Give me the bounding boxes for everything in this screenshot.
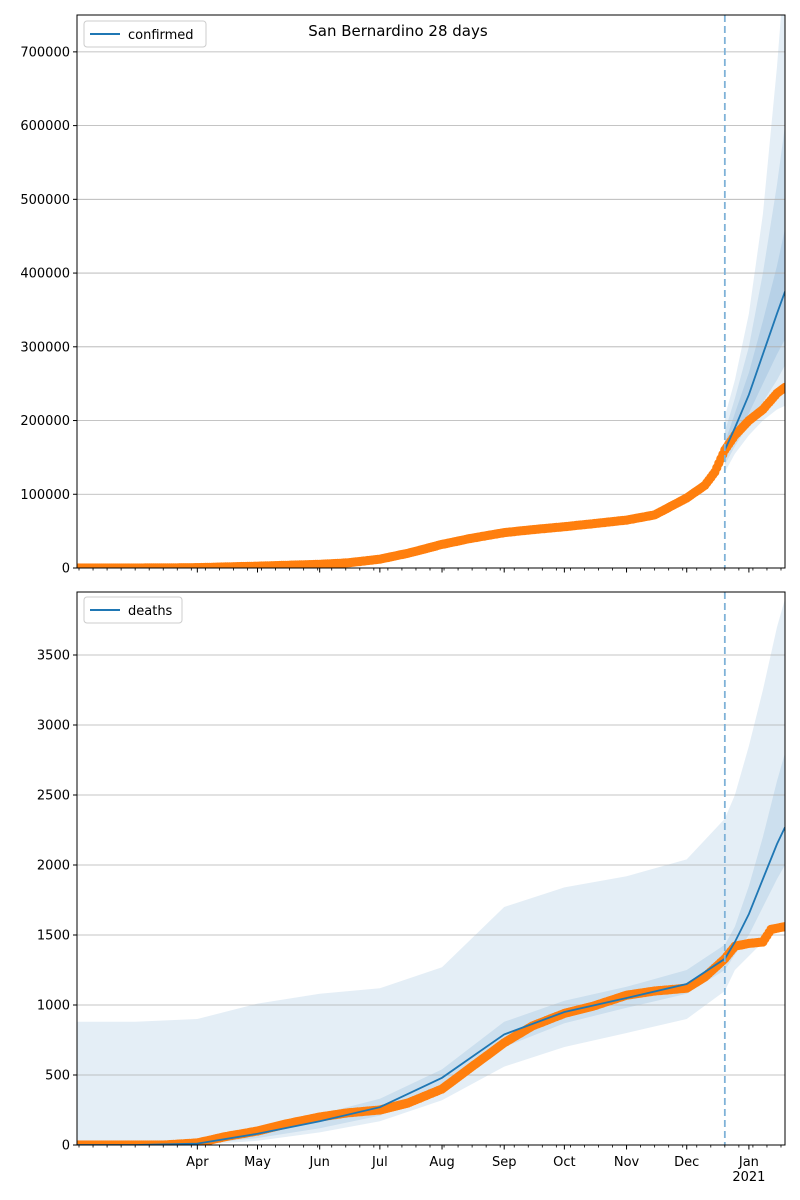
deaths-y-axis: 0 500 1000 1500 2000 2500 3000 3500 [37,649,77,1154]
y-tick-label: 500 [45,1069,70,1084]
y-tick-label: 0 [62,562,70,577]
x-tick-label: 2021 [732,1170,765,1185]
x-tick-label: Sep [492,1155,517,1170]
legend-box [83,596,183,624]
confirmed-observed-points [77,382,785,568]
x-tick-label: Jan [738,1155,759,1170]
x-tick-label: Oct [553,1155,575,1170]
confirmed-uncertainty-bands [724,15,785,473]
confirmed-axes-frame [76,14,786,569]
x-tick-label: Aug [429,1155,454,1170]
deaths-panel: 0 500 1000 1500 2000 2500 3000 3500 Apr May Jun Ju… [37,591,786,1185]
y-tick-label: 2000 [37,859,70,874]
y-tick-label: 3500 [37,649,70,664]
y-tick-label: 400000 [20,267,70,282]
deaths-model-line [77,826,785,1145]
confirmed-y-axis: 0 100000 200000 300000 400000 500000 600000 700… [20,45,77,577]
confirmed-gridlines [77,51,785,569]
uncertainty-band-80 [724,125,785,465]
confirmed-model-line [723,291,785,451]
confirmed-legend: confirmed [83,20,207,48]
x-tick-label: Jun [309,1155,330,1170]
deaths-axes-frame [76,591,786,1146]
x-tick-label: May [244,1155,271,1170]
uncertainty-band-95 [77,599,785,1145]
deaths-legend: deaths [83,596,183,624]
observed-point [780,922,785,932]
y-tick-label: 2500 [37,789,70,804]
y-tick-label: 700000 [20,45,70,60]
y-tick-label: 3000 [37,719,70,734]
y-tick-label: 0 [62,1139,70,1154]
y-tick-label: 100000 [20,488,70,503]
confirmed-panel: 0 100000 200000 300000 400000 500000 600000 700… [20,14,786,577]
y-tick-label: 200000 [20,414,70,429]
y-tick-label: 1500 [37,929,70,944]
legend-label-confirmed: confirmed [128,28,194,43]
legend-box [83,20,207,48]
y-tick-label: 600000 [20,119,70,134]
uncertainty-band-50 [724,228,785,458]
confirmed-x-axis [78,568,782,573]
x-tick-label: Nov [614,1155,640,1170]
observed-point [780,382,785,392]
y-tick-label: 500000 [20,193,70,208]
x-tick-label: Dec [674,1155,699,1170]
legend-label-deaths: deaths [128,604,173,619]
chart-title: San Bernardino 28 days [308,22,488,40]
y-tick-label: 300000 [20,340,70,355]
deaths-uncertainty-bands [77,599,785,1145]
y-tick-label: 1000 [37,999,70,1014]
x-tick-label: Jul [371,1155,388,1170]
uncertainty-band-95 [724,15,785,473]
x-tick-label: Apr [186,1155,209,1170]
